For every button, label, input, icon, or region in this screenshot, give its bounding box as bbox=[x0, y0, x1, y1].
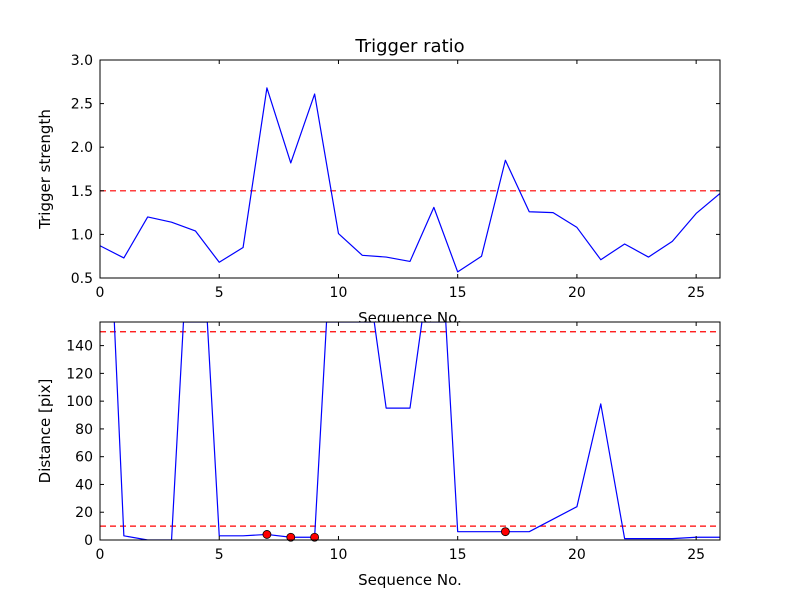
chart1-marker-1 bbox=[286, 532, 296, 542]
chart0-ytick-label-5: 3.0 bbox=[71, 53, 93, 69]
chart1-marker-2 bbox=[310, 532, 320, 542]
chart0-ytick-label-0: 0.5 bbox=[71, 271, 93, 287]
chart0-axes-frame bbox=[99, 59, 721, 279]
chart1-marker-3 bbox=[500, 527, 510, 537]
chart0-xtick-label-1: 5 bbox=[215, 285, 224, 301]
chart1-xtick-label-0: 0 bbox=[96, 547, 105, 563]
chart1-ytick-label-5: 100 bbox=[66, 394, 93, 410]
chart1-xtick-label-1: 5 bbox=[215, 547, 224, 563]
chart1-ytick-label-2: 40 bbox=[75, 477, 93, 493]
chart1-axes-frame bbox=[99, 321, 721, 541]
chart1-ytick-label-6: 120 bbox=[66, 366, 93, 382]
chart0-xtick-label-3: 15 bbox=[449, 285, 467, 301]
chart0-ytick-label-2: 1.5 bbox=[71, 184, 93, 200]
chart0-data-layer bbox=[100, 87, 720, 273]
chart1-data-layer bbox=[100, 322, 720, 540]
chart0-ytick-label-4: 2.5 bbox=[71, 97, 93, 113]
chart0-xtick-label-5: 25 bbox=[687, 285, 705, 301]
chart1-marker-0 bbox=[262, 530, 272, 539]
chart0-ylabel: Trigger strength bbox=[36, 109, 54, 230]
chart0-xtick-label-0: 0 bbox=[96, 285, 105, 301]
chart1-ytick-label-1: 20 bbox=[75, 505, 93, 521]
chart1-series-line-0 bbox=[113, 322, 720, 540]
chart0-ytick-label-1: 1.0 bbox=[71, 227, 93, 243]
bottom-plot: 0 5 10 15 20 25 0 20 40 60 80 100 120 140 Sequence No.… bbox=[36, 321, 721, 589]
chart1-xtick-label-4: 20 bbox=[568, 547, 586, 563]
chart1-ytick-label-3: 60 bbox=[75, 450, 93, 466]
chart1-ytick-label-0: 0 bbox=[84, 533, 93, 549]
chart0-xtick-label-2: 10 bbox=[330, 285, 348, 301]
chart1-xtick-label-5: 25 bbox=[687, 547, 705, 563]
chart0-ytick-label-3: 2.0 bbox=[71, 140, 93, 156]
chart1-xtick-label-3: 15 bbox=[449, 547, 467, 563]
chart1-xtick-label-2: 10 bbox=[330, 547, 348, 563]
chart1-ytick-label-4: 80 bbox=[75, 422, 93, 438]
chart1-xlabel: Sequence No. bbox=[358, 571, 462, 589]
chart0-series-line-0 bbox=[100, 87, 720, 273]
chart0-title: Trigger ratio bbox=[354, 36, 464, 57]
chart1-ytick-label-7: 140 bbox=[66, 339, 93, 355]
chart1-plot-area bbox=[100, 322, 720, 540]
chart1-ylabel: Distance [pix] bbox=[36, 379, 54, 484]
chart0-xtick-label-4: 20 bbox=[568, 285, 586, 301]
